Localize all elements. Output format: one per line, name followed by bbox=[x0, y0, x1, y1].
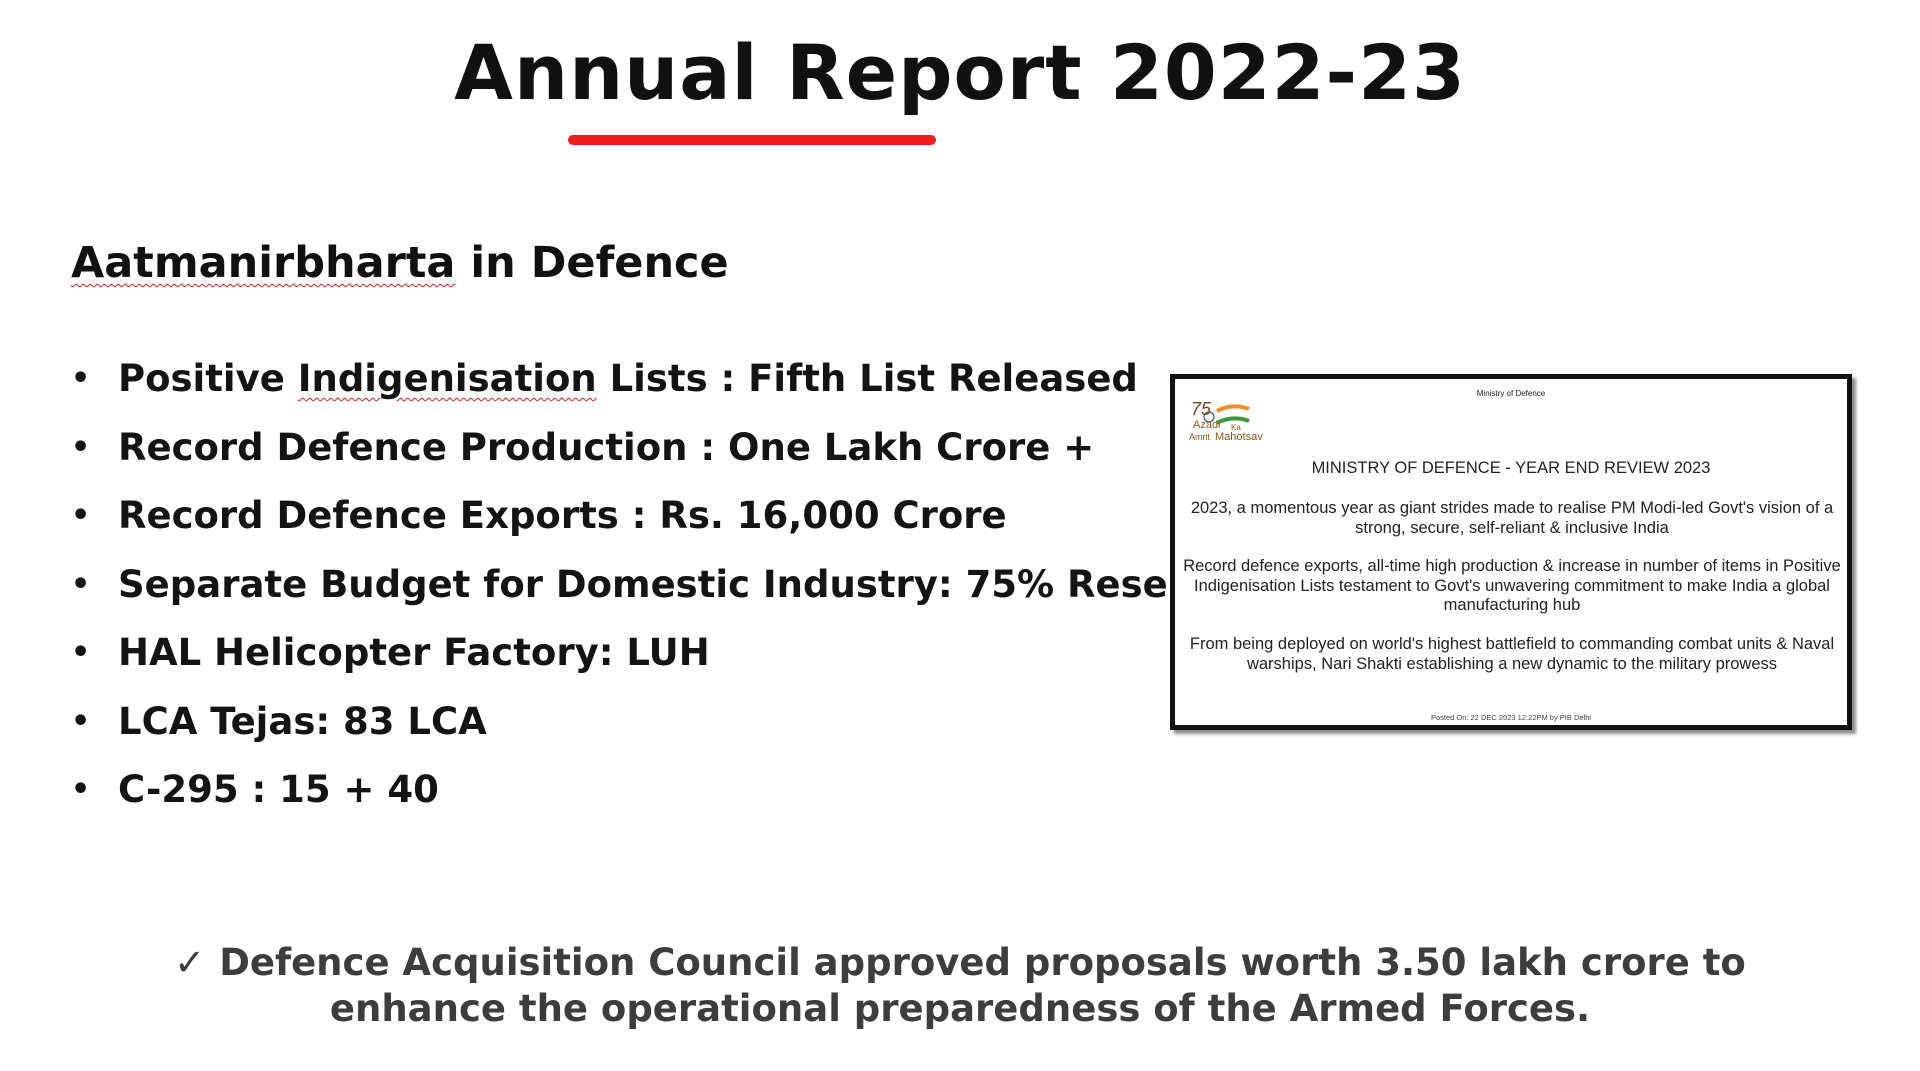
bullet-marker: • bbox=[71, 635, 91, 670]
slide-title: Annual Report 2022-23 bbox=[454, 28, 1466, 117]
bullet-marker: • bbox=[71, 772, 91, 807]
press-release-ministry-label: Ministry of Defence bbox=[1476, 389, 1546, 398]
footer-note: ✓ Defence Acquisition Council approved pr… bbox=[100, 940, 1820, 1032]
bullet-text: LCA Tejas: 83 LCA bbox=[118, 699, 487, 743]
bullet-text-spell-word: Indigenisation bbox=[297, 357, 597, 400]
azadi-ka-amrit-mahotsav-logo: 75 Azadi Ka Amrit Mahotsav bbox=[1187, 397, 1282, 447]
tricolor-flag-icon bbox=[1203, 404, 1250, 425]
bullet-marker: • bbox=[71, 429, 91, 465]
section-heading: Aatmanirbharta in Defence bbox=[71, 238, 729, 288]
press-release-paragraph-2: Record defence exports, all-time high pr… bbox=[1183, 557, 1841, 614]
bullet-marker: • bbox=[71, 361, 91, 396]
section-heading-word: Aatmanirbharta bbox=[71, 238, 456, 288]
press-release-headline: MINISTRY OF DEFENCE - YEAR END REVIEW 20… bbox=[1311, 459, 1711, 477]
logo-mahotsav: Mahotsav bbox=[1215, 431, 1263, 443]
bullet-text: Separate Budget for Domestic Industry: 7… bbox=[118, 562, 1262, 606]
checkmark-icon: ✓ bbox=[174, 941, 206, 984]
footer-note-text: Defence Acquisition Council approved pro… bbox=[219, 941, 1746, 1030]
logo-amrit: Amrit bbox=[1189, 432, 1210, 442]
logo-number: 75 bbox=[1191, 399, 1212, 419]
bullet-marker: • bbox=[71, 703, 91, 739]
title-underline bbox=[568, 135, 936, 145]
bullet-text: Record Defence Exports : Rs. 16,000 Cror… bbox=[118, 494, 1007, 537]
logo-ka: Ka bbox=[1231, 423, 1241, 432]
press-release-paragraph-3: From being deployed on world's highest b… bbox=[1189, 635, 1835, 673]
bullet-text: Record Defence Production : One Lakh Cro… bbox=[118, 425, 1095, 469]
bullet-text: C-295 : 15 + 40 bbox=[118, 768, 439, 811]
bullet-marker: • bbox=[71, 566, 91, 602]
press-release-posted-on: Posted On: 22 DEC 2023 12:22PM by PIB De… bbox=[1430, 713, 1592, 722]
press-release-paragraph-1: 2023, a momentous year as giant strides … bbox=[1190, 499, 1834, 537]
bullet-text: Positive Indigenisation Lists : Fifth Li… bbox=[118, 352, 1138, 406]
press-release-image: Ministry of Defence 75 Azadi Ka Amrit Ma… bbox=[1170, 374, 1852, 730]
bullet-text-suffix: Lists : Fifth List Released bbox=[596, 357, 1138, 400]
logo-azadi: Azadi bbox=[1193, 419, 1221, 431]
section-heading-rest: in Defence bbox=[455, 238, 729, 288]
bullet-marker: • bbox=[71, 498, 91, 533]
bullet-text: HAL Helicopter Factory: LUH bbox=[118, 631, 710, 674]
bullet-text-prefix: Positive bbox=[118, 357, 298, 400]
